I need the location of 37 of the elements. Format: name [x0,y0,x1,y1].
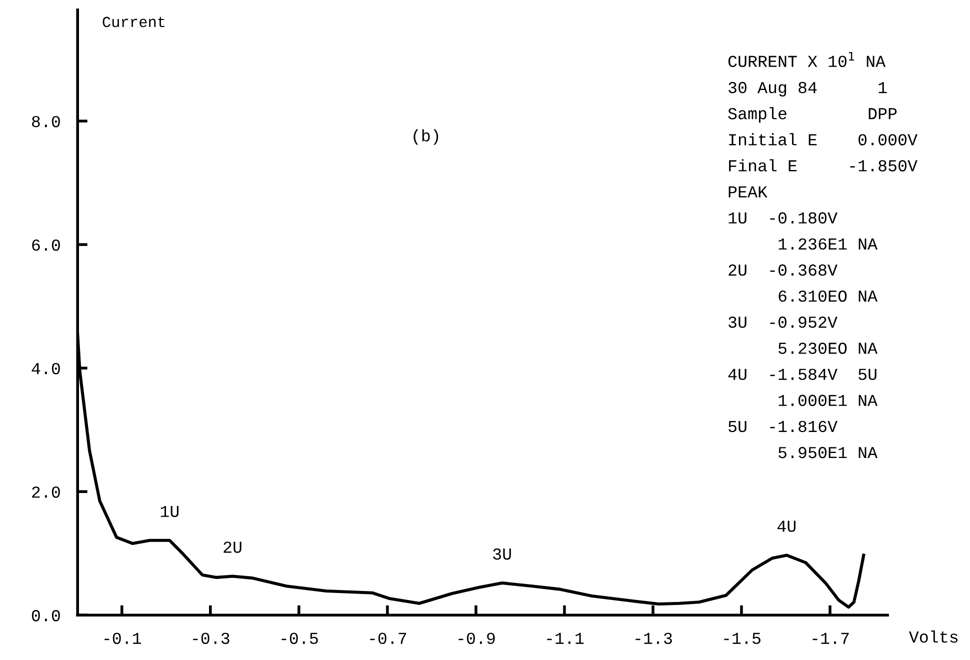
annotation: 4U -1.584V 5U [728,368,876,380]
y-tick-label: 8.0 [32,116,60,128]
annotation: PEAK [728,186,768,198]
x-axis-title: Volts [908,630,958,643]
annotation: Sample DPP [728,107,897,123]
annotation: CURRENT X 10$^{1}$ NA [728,52,886,68]
annotation: 2U -0.368V [728,264,838,276]
y-tick-label: 2.0 [32,486,60,498]
annotation: 3U [493,548,511,560]
annotation: 3U -0.952V [728,316,838,328]
x-tick-label: -1.3 [636,632,672,644]
x-tick-label: -1.1 [547,632,584,644]
x-tick-label: -0.1 [104,632,142,644]
x-tick-label: -0.3 [193,632,230,644]
x-tick-label: -0.9 [458,632,495,644]
y-axis-title: Current [102,16,164,28]
annotation: 1U [160,506,178,518]
x-tick-label: -1.7 [812,632,849,644]
annotation: 5.950E1 NA [778,446,878,458]
annotation: Initial E 0.000V [729,133,918,146]
y-tick-label: 6.0 [32,239,60,251]
x-tick-label: -0.7 [370,632,406,644]
annotation: 5U -1.816V [728,420,838,432]
y-tick-label: 4.0 [32,362,60,374]
annotation: 6.310EO NA [778,290,878,302]
x-tick-label: -0.5 [282,632,318,644]
annotation: 1.236E1 NA [778,238,878,250]
x-tick-label: -1.5 [724,632,760,644]
annotation: 2U [224,542,242,553]
annotation: Final E -1.850V [729,159,918,172]
annotation: 4U [777,520,796,532]
annotation: 30 Aug 84 1 [728,82,887,97]
y-tick-label: 0.0 [32,610,60,622]
annotation: 1.000E1 NA [778,394,878,406]
annotation: 1U -0.180V [728,212,838,224]
annotation: 5.230EO NA [778,342,878,354]
annotation: (b) [414,129,438,145]
